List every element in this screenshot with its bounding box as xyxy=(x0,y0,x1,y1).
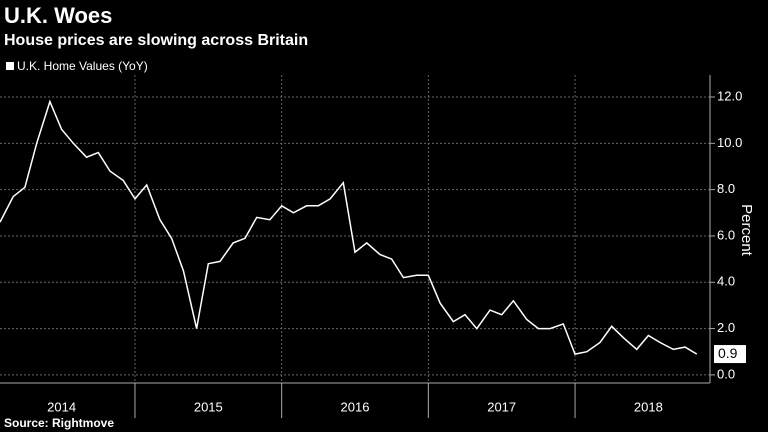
legend-label: U.K. Home Values (YoY) xyxy=(17,59,148,73)
y-tick-label: 8.0 xyxy=(717,181,735,196)
chart-subtitle: House prices are slowing across Britain xyxy=(4,32,308,49)
y-tick-label: 4.0 xyxy=(717,274,735,289)
y-tick-label: 6.0 xyxy=(717,227,735,242)
y-tick-label: 2.0 xyxy=(717,320,735,335)
line xyxy=(0,99,698,355)
x-tick-label: 2016 xyxy=(341,399,370,414)
y-axis-label: Percent xyxy=(738,204,755,257)
legend-swatch xyxy=(6,62,14,70)
chart-title: U.K. Woes xyxy=(4,3,112,28)
y-tick-label: 0.0 xyxy=(717,366,735,381)
last-value-label: 0.9 xyxy=(718,345,738,361)
y-tick-label: 12.0 xyxy=(717,88,742,103)
source: Source: Rightmove xyxy=(4,416,114,430)
x-tick-label: 2015 xyxy=(194,399,223,414)
x-tick-label: 2018 xyxy=(634,399,663,414)
last-value-box xyxy=(714,345,746,364)
x-tick-label: 2017 xyxy=(487,399,516,414)
y-tick-label: 10.0 xyxy=(717,135,742,150)
x-tick-label: 2014 xyxy=(47,399,76,414)
